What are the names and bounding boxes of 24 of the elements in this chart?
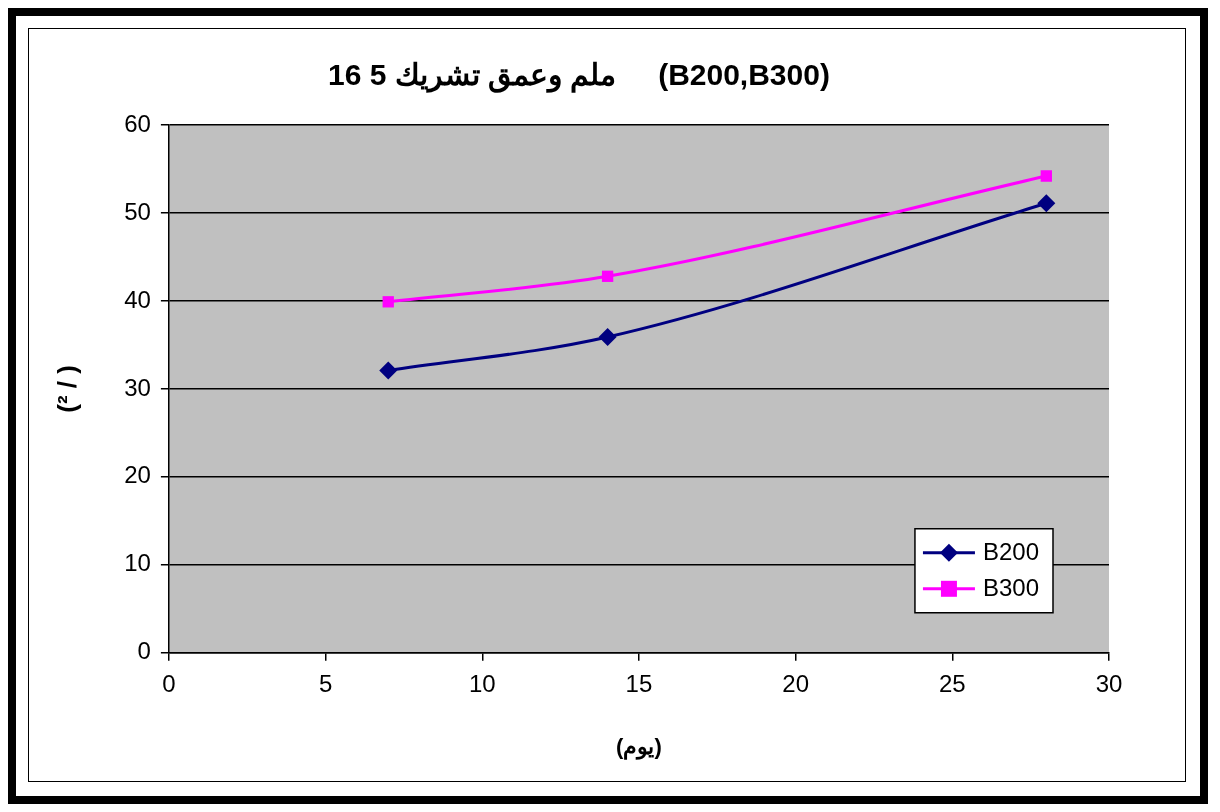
x-tick-label: 30 bbox=[1095, 669, 1123, 697]
point bbox=[382, 296, 394, 308]
y-axis-title: (² / ) bbox=[51, 365, 82, 413]
y-tick-label: 40 bbox=[124, 285, 151, 313]
point bbox=[379, 361, 398, 380]
chart-title: 16 ملم وعمق تشريك 5 (B200,B300) bbox=[328, 58, 830, 94]
y-tick-label: 60 bbox=[124, 109, 151, 137]
point bbox=[601, 270, 614, 282]
y-tick-label: 50 bbox=[124, 197, 151, 225]
y-tick-label: 0 bbox=[137, 637, 151, 665]
point bbox=[598, 328, 617, 346]
x-tick-label: 20 bbox=[782, 669, 809, 697]
x-tick-label: 15 bbox=[625, 669, 653, 697]
y-tick-label: 30 bbox=[124, 373, 151, 401]
y-tick-label: 10 bbox=[124, 549, 151, 577]
x-tick-label: 10 bbox=[468, 669, 496, 697]
legend-label: B200 bbox=[982, 538, 1040, 566]
x-tick-label: 25 bbox=[938, 669, 966, 697]
point bbox=[1040, 170, 1052, 182]
legend-label: B300 bbox=[982, 574, 1040, 602]
x-tick-label: 0 bbox=[162, 669, 176, 697]
x-tick-label: 5 bbox=[318, 669, 333, 697]
point bbox=[1037, 194, 1056, 213]
y-tick-label: 20 bbox=[124, 461, 151, 489]
